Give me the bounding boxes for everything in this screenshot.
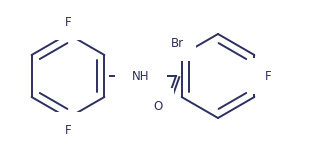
Text: F: F xyxy=(265,69,271,83)
Text: O: O xyxy=(153,99,163,113)
Text: Br: Br xyxy=(171,36,184,49)
Text: F: F xyxy=(65,16,71,28)
Text: NH: NH xyxy=(132,69,150,83)
Text: F: F xyxy=(65,124,71,136)
